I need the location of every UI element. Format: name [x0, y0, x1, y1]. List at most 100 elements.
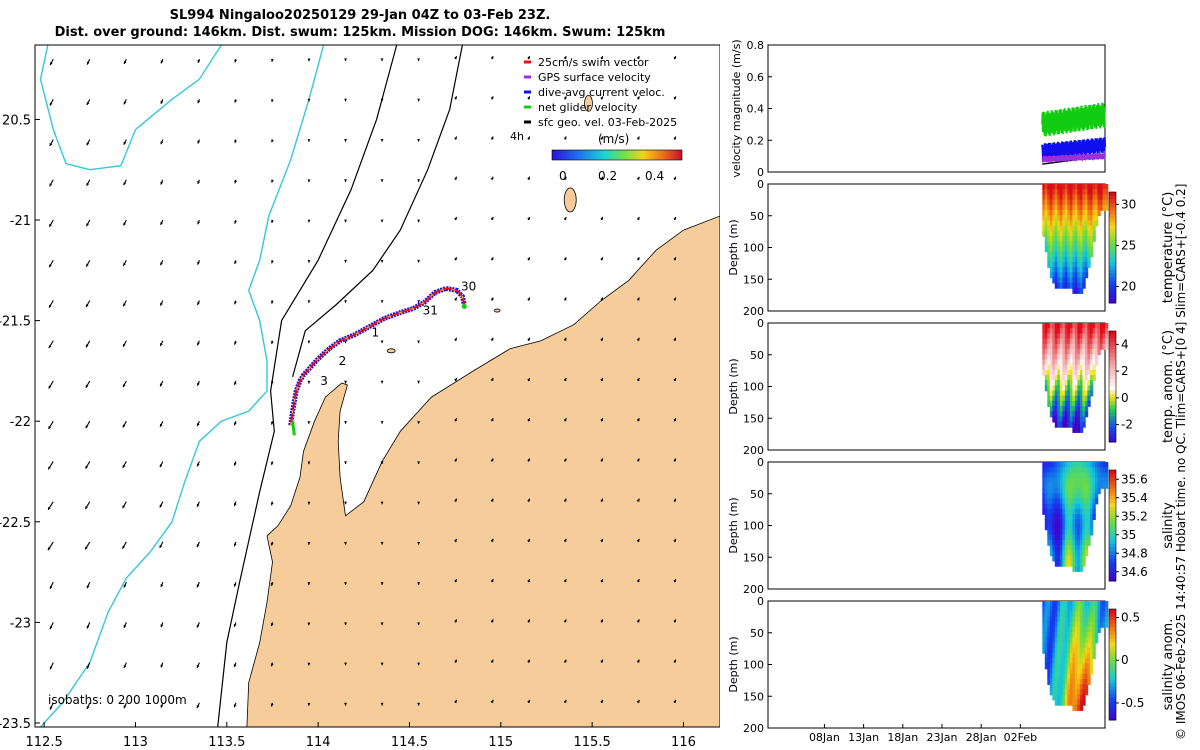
island [493, 308, 501, 313]
current-vector-head [196, 624, 200, 628]
section-cell [1084, 653, 1089, 659]
section-cell [1049, 534, 1054, 541]
glider-track-start [291, 421, 296, 436]
current-vector-head [196, 503, 200, 507]
current-vector-head [380, 300, 384, 303]
section-cell [1057, 647, 1061, 654]
section-cell [1052, 416, 1056, 423]
current-vector-head [636, 297, 640, 301]
colorbar-tick-0: 0 [559, 169, 567, 183]
section-cell [1052, 338, 1056, 345]
current-vector-head [454, 297, 457, 301]
colorbar-segment [1109, 525, 1116, 530]
section-cell [1044, 184, 1049, 190]
section-cell [1092, 472, 1096, 479]
section-cell [1049, 236, 1054, 242]
section-cell [1079, 678, 1084, 685]
section-cell [1049, 328, 1054, 335]
section-cell [1042, 601, 1046, 607]
section-cell [1047, 627, 1051, 633]
section-cell [1047, 251, 1051, 258]
section-cell [1049, 400, 1054, 407]
section-cell [1057, 488, 1061, 494]
section-cell [1072, 678, 1076, 685]
section-cell [1079, 550, 1084, 557]
section-cell [1067, 390, 1071, 397]
colorbar-tick-label: 35 [1121, 528, 1136, 542]
map-xtick-label: 114.5 [391, 735, 428, 750]
section-cell [1047, 395, 1051, 402]
map-xtick-label: 115 [488, 735, 513, 750]
section-cell [1067, 488, 1071, 494]
section-cell [1087, 647, 1091, 654]
section-cell [1052, 349, 1056, 355]
section-cell [1084, 400, 1089, 407]
section-cell [1072, 390, 1076, 397]
current-vector-head [160, 100, 164, 104]
section-cell [1062, 406, 1066, 413]
section-cell [1090, 220, 1094, 227]
section-cell [1057, 390, 1061, 397]
section-cell [1090, 215, 1094, 222]
section-cell [1054, 647, 1059, 654]
section-cell [1102, 343, 1106, 350]
current-vector-head [454, 458, 457, 462]
section-cell [1087, 343, 1091, 350]
section-cell [1044, 225, 1049, 232]
section-cell [1054, 421, 1059, 428]
section-cell [1049, 621, 1054, 628]
current-vector-head [527, 136, 530, 140]
section-cell [1067, 627, 1071, 633]
section-cell [1092, 204, 1096, 211]
section-cell [1049, 653, 1054, 659]
section-cell [1047, 606, 1051, 613]
section-cell [1084, 627, 1089, 633]
section-cell [1082, 508, 1086, 515]
current-vector-head [49, 183, 53, 187]
current-vector-head [454, 659, 457, 663]
current-vector-head [123, 705, 127, 709]
current-vector-head [271, 99, 274, 103]
current-vector-head [417, 662, 420, 666]
section-cell [1082, 606, 1086, 613]
section-cell [1090, 477, 1094, 484]
section-cell [1044, 658, 1049, 665]
colorbar-segment [1109, 649, 1116, 654]
section-cell [1074, 328, 1079, 335]
section-cell [1095, 627, 1099, 633]
colorbar-segment [1109, 356, 1116, 362]
section-cell [1052, 611, 1056, 618]
time-tick-label: 18Jan [887, 731, 918, 744]
section-cell [1077, 668, 1081, 675]
section-cell [1090, 467, 1094, 474]
section-cell [1059, 421, 1064, 428]
section-cell [1067, 246, 1071, 253]
depth-tick-label: 0 [757, 178, 764, 191]
section-cell [1072, 338, 1076, 345]
section-cell [1069, 390, 1074, 397]
velocity-ytick-label: 0.6 [747, 71, 765, 84]
section-cell [1052, 220, 1056, 227]
section-cell [1047, 632, 1051, 639]
section-cell [1057, 508, 1061, 515]
colorbar-segment [1109, 716, 1116, 721]
section-cell [1042, 606, 1046, 613]
section-cell [1072, 256, 1076, 263]
section-cell [1077, 277, 1081, 284]
section-cell [1064, 472, 1069, 479]
section-cell [1105, 477, 1109, 484]
section-cell [1074, 565, 1079, 572]
section-cell [1054, 261, 1059, 268]
section-cell [1079, 364, 1084, 371]
section-cell [1042, 354, 1046, 361]
section-cell [1082, 194, 1086, 201]
section-cell [1079, 673, 1084, 680]
colorbar-segment [1109, 240, 1116, 245]
section-cell [1084, 349, 1089, 355]
section-cell [1084, 539, 1089, 546]
section-cell [1062, 241, 1066, 248]
section-cell [1072, 704, 1076, 711]
current-vector-head [122, 424, 126, 428]
section-cell [1067, 606, 1071, 613]
current-vector-head [600, 378, 603, 381]
